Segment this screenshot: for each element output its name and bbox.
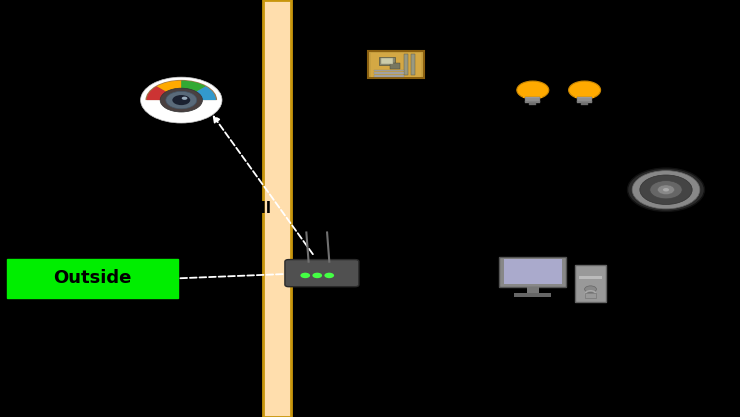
Wedge shape — [157, 80, 181, 100]
Bar — [391, 63, 400, 69]
Bar — [374, 70, 404, 71]
Bar — [411, 54, 414, 75]
Bar — [523, 90, 542, 98]
Bar — [575, 90, 594, 98]
Bar — [530, 103, 536, 105]
Bar — [577, 99, 592, 101]
Bar — [374, 73, 404, 74]
Circle shape — [182, 97, 187, 100]
Circle shape — [640, 175, 692, 204]
Circle shape — [312, 273, 322, 278]
Circle shape — [166, 91, 197, 109]
Text: Outside: Outside — [53, 269, 132, 287]
Circle shape — [517, 81, 549, 99]
Bar — [525, 97, 540, 99]
Text: Wall: Wall — [235, 201, 272, 216]
Circle shape — [632, 171, 700, 209]
Wedge shape — [181, 86, 216, 100]
Circle shape — [568, 81, 601, 99]
Circle shape — [172, 95, 190, 105]
Bar — [504, 259, 562, 284]
Bar — [369, 51, 423, 78]
Bar — [514, 293, 551, 297]
Circle shape — [650, 181, 682, 199]
Bar — [404, 54, 408, 75]
Bar — [527, 286, 539, 294]
Bar — [577, 97, 592, 99]
Bar — [374, 75, 404, 77]
Circle shape — [585, 286, 596, 293]
Bar — [575, 265, 606, 302]
Wedge shape — [181, 80, 206, 100]
Bar — [585, 293, 596, 298]
Bar — [263, 0, 291, 417]
Bar — [381, 58, 393, 64]
Circle shape — [658, 185, 674, 194]
FancyBboxPatch shape — [285, 259, 359, 287]
Bar — [380, 57, 395, 65]
Bar — [582, 103, 588, 105]
Circle shape — [160, 88, 203, 112]
Bar — [579, 276, 602, 279]
Circle shape — [628, 168, 704, 211]
Circle shape — [300, 273, 310, 278]
Bar — [577, 101, 592, 103]
Bar — [500, 256, 566, 286]
Bar — [7, 259, 178, 298]
Wedge shape — [146, 80, 217, 100]
Bar — [525, 101, 540, 103]
Circle shape — [141, 77, 222, 123]
Circle shape — [324, 273, 334, 278]
Circle shape — [663, 188, 669, 191]
Wedge shape — [147, 86, 181, 100]
Bar — [371, 53, 420, 77]
Bar — [525, 99, 540, 101]
